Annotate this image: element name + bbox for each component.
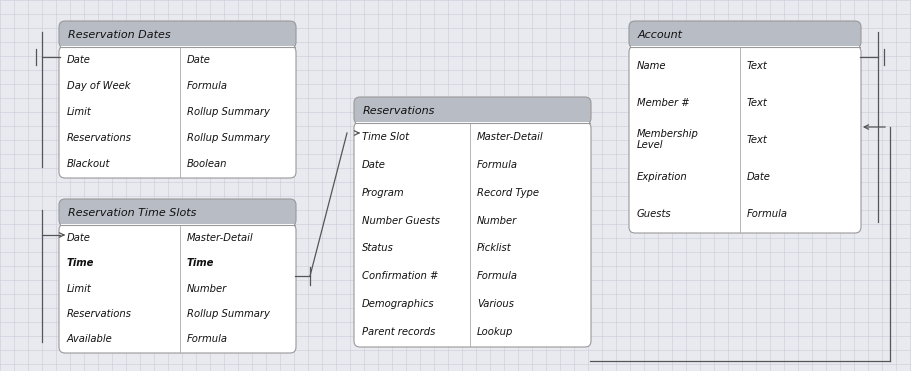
FancyBboxPatch shape bbox=[354, 122, 591, 347]
Text: Demographics: Demographics bbox=[362, 299, 435, 309]
Text: Date: Date bbox=[362, 160, 386, 170]
FancyBboxPatch shape bbox=[59, 224, 296, 353]
FancyBboxPatch shape bbox=[631, 43, 859, 51]
Text: Record Type: Record Type bbox=[477, 188, 539, 198]
Text: Program: Program bbox=[362, 188, 404, 198]
Text: Status: Status bbox=[362, 243, 394, 253]
FancyBboxPatch shape bbox=[356, 119, 589, 127]
Text: Time: Time bbox=[67, 258, 95, 268]
Text: Date: Date bbox=[67, 233, 91, 243]
Text: Number: Number bbox=[187, 283, 227, 293]
Text: Day of Week: Day of Week bbox=[67, 81, 130, 91]
FancyBboxPatch shape bbox=[629, 21, 861, 48]
Text: Reservations: Reservations bbox=[67, 309, 132, 319]
FancyBboxPatch shape bbox=[631, 46, 859, 54]
Text: Master-Detail: Master-Detail bbox=[187, 233, 253, 243]
FancyBboxPatch shape bbox=[61, 43, 294, 51]
Text: Rollup Summary: Rollup Summary bbox=[187, 107, 270, 117]
Text: Available: Available bbox=[67, 334, 113, 344]
Text: Text: Text bbox=[747, 135, 768, 144]
Text: Text: Text bbox=[747, 98, 768, 108]
Text: Limit: Limit bbox=[67, 107, 92, 117]
FancyBboxPatch shape bbox=[629, 46, 861, 233]
Text: Formula: Formula bbox=[747, 209, 788, 219]
Text: Date: Date bbox=[747, 171, 771, 181]
Text: Formula: Formula bbox=[477, 160, 518, 170]
Text: Formula: Formula bbox=[187, 81, 228, 91]
Text: Lookup: Lookup bbox=[477, 327, 514, 337]
Text: Membership
Level: Membership Level bbox=[637, 129, 699, 150]
Text: Reservation Dates: Reservation Dates bbox=[68, 30, 170, 39]
Text: Account: Account bbox=[638, 30, 683, 39]
Text: Date: Date bbox=[67, 55, 91, 65]
Text: Reservations: Reservations bbox=[363, 105, 435, 115]
FancyBboxPatch shape bbox=[59, 46, 296, 178]
Text: Rollup Summary: Rollup Summary bbox=[187, 133, 270, 143]
Text: Various: Various bbox=[477, 299, 514, 309]
Text: Reservations: Reservations bbox=[67, 133, 132, 143]
Text: Picklist: Picklist bbox=[477, 243, 512, 253]
FancyBboxPatch shape bbox=[61, 221, 294, 229]
Text: Date: Date bbox=[187, 55, 210, 65]
Text: Guests: Guests bbox=[637, 209, 671, 219]
Text: Member #: Member # bbox=[637, 98, 690, 108]
Text: Name: Name bbox=[637, 60, 667, 70]
FancyBboxPatch shape bbox=[61, 46, 294, 54]
Text: Blackout: Blackout bbox=[67, 159, 110, 169]
Text: Parent records: Parent records bbox=[362, 327, 435, 337]
Text: Rollup Summary: Rollup Summary bbox=[187, 309, 270, 319]
Text: Number: Number bbox=[477, 216, 517, 226]
FancyBboxPatch shape bbox=[61, 224, 294, 232]
Text: Time: Time bbox=[187, 258, 214, 268]
Text: Confirmation #: Confirmation # bbox=[362, 271, 438, 281]
Text: Boolean: Boolean bbox=[187, 159, 228, 169]
Text: Text: Text bbox=[747, 60, 768, 70]
FancyBboxPatch shape bbox=[59, 199, 296, 226]
Text: Limit: Limit bbox=[67, 283, 92, 293]
Text: Reservation Time Slots: Reservation Time Slots bbox=[68, 207, 197, 217]
Text: Expiration: Expiration bbox=[637, 171, 688, 181]
FancyBboxPatch shape bbox=[356, 122, 589, 130]
Text: Master-Detail: Master-Detail bbox=[477, 132, 544, 142]
FancyBboxPatch shape bbox=[59, 21, 296, 48]
Text: Number Guests: Number Guests bbox=[362, 216, 440, 226]
Text: Time Slot: Time Slot bbox=[362, 132, 409, 142]
Text: Formula: Formula bbox=[477, 271, 518, 281]
Text: Formula: Formula bbox=[187, 334, 228, 344]
FancyBboxPatch shape bbox=[354, 97, 591, 124]
